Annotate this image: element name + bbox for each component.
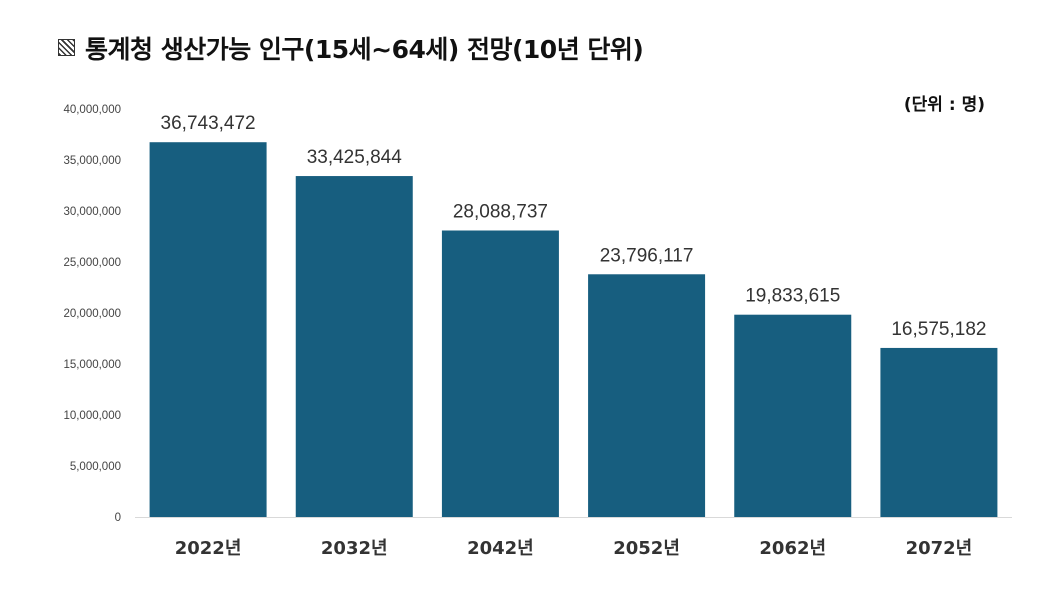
data-label: 19,833,615 — [745, 286, 840, 307]
bar — [441, 230, 559, 518]
y-tick-label: 15,000,000 — [63, 359, 121, 371]
y-tick-label: 0 — [115, 512, 121, 524]
y-tick-label: 40,000,000 — [63, 104, 121, 116]
y-tick-label: 20,000,000 — [63, 308, 121, 320]
chart-title: 통계청 생산가능 인구(15세~64세) 전망(10년 단위) — [58, 30, 644, 66]
y-tick-label: 5,000,000 — [70, 461, 121, 473]
bar — [880, 347, 998, 517]
y-tick-label: 35,000,000 — [63, 155, 121, 167]
data-label: 16,575,182 — [891, 319, 986, 340]
data-label: 36,743,472 — [161, 113, 256, 134]
y-tick-label: 10,000,000 — [63, 410, 121, 422]
x-tick-label: 2032년 — [321, 538, 388, 559]
bar — [734, 314, 852, 517]
bar — [295, 176, 413, 517]
x-tick-label: 2042년 — [467, 538, 534, 559]
y-tick-label: 30,000,000 — [63, 206, 121, 218]
x-tick-label: 2022년 — [175, 538, 242, 559]
data-label: 33,425,844 — [307, 147, 403, 168]
data-label: 23,796,117 — [600, 245, 694, 266]
hatched-square-icon — [58, 39, 75, 56]
unit-label: (단위 : 명) — [903, 95, 985, 115]
bar — [149, 142, 267, 517]
bar — [588, 274, 706, 517]
x-tick-label: 2052년 — [613, 538, 680, 559]
x-tick-label: 2072년 — [906, 538, 973, 559]
chart-title-text: 통계청 생산가능 인구(15세~64세) 전망(10년 단위) — [85, 35, 644, 64]
data-label: 28,088,737 — [453, 201, 548, 222]
y-tick-label: 25,000,000 — [63, 257, 121, 269]
x-tick-label: 2062년 — [759, 538, 826, 559]
